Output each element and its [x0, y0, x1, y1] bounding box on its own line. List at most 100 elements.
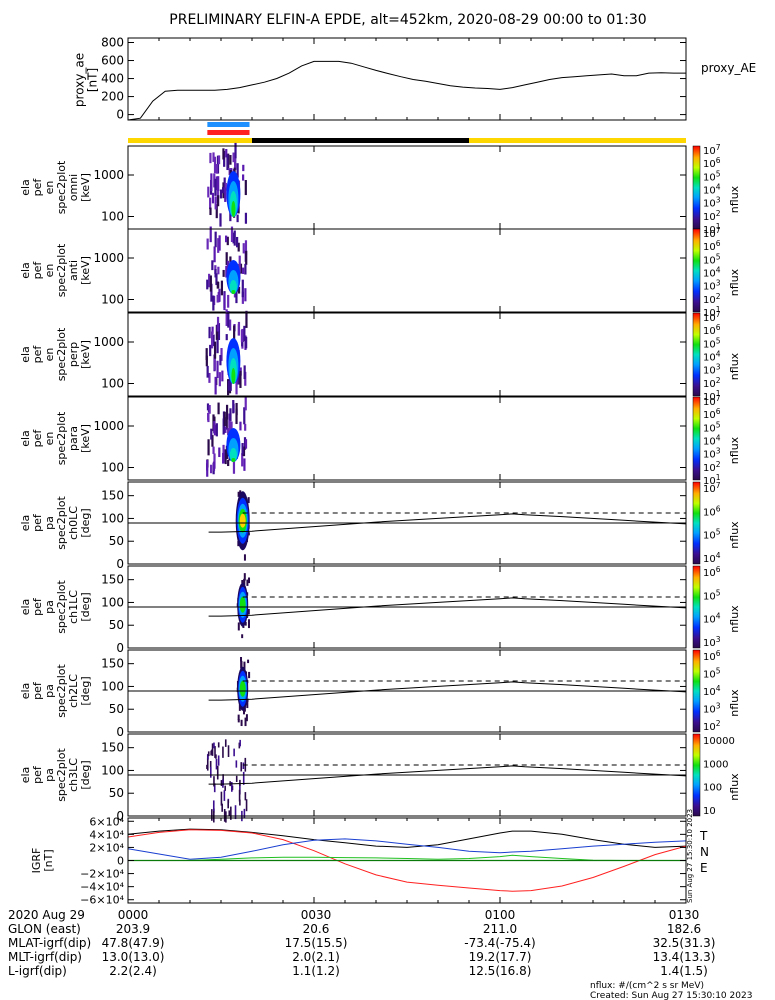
pa-colorbar — [692, 733, 701, 817]
colorbar-tick-label-base: 10 — [703, 172, 716, 183]
colorbar-tick-label-exp: 7 — [716, 310, 721, 319]
pa-tick-label: 100 — [101, 763, 124, 777]
spectra-pixel — [218, 447, 221, 458]
ae-legend: proxy_AE — [701, 61, 756, 75]
colorbar-tick-label-exp: 3 — [716, 363, 721, 372]
spectra-core — [231, 458, 236, 462]
pa-ylabel-line: ela — [19, 515, 32, 532]
spectra-pixel — [206, 279, 209, 290]
spectra-pixel — [235, 377, 238, 395]
spectra-pixel — [218, 235, 221, 251]
spectra-core — [231, 201, 236, 217]
colorbar-tick-label-exp: 6 — [716, 239, 721, 248]
spectra-pixel — [223, 292, 226, 311]
spectra-pixel — [239, 263, 243, 274]
spectra-ylabel-line: para — [67, 426, 80, 451]
pa-pixel — [215, 754, 217, 759]
orbit-date: 2020 Aug 29 — [8, 908, 85, 922]
spectra-ylabel-line: en — [43, 348, 56, 362]
spectra-ylabel-line: ela — [19, 262, 32, 279]
pa-pixel — [247, 609, 250, 615]
colorbar-tick-label-exp: 3 — [716, 447, 721, 456]
colorbar-tick-label-base: 10 — [703, 186, 716, 197]
spectra-pixel — [232, 152, 235, 163]
spectra-colorbar — [692, 228, 701, 313]
colorbar-tick-label: 103 — [703, 279, 721, 293]
orbit-time-3: 0130 — [669, 908, 700, 922]
colorbar-tick-label-exp: 3 — [716, 196, 721, 205]
colorbar-tick-label-base: 10 — [703, 652, 716, 663]
spectra-pixel — [217, 195, 220, 207]
footer-units: nflux: #/(cm^2 s sr MeV) — [590, 981, 704, 991]
pa-pixel — [227, 799, 229, 809]
spectra-pixel — [241, 453, 244, 467]
colorbar-tick-label-base: 10 — [703, 242, 716, 253]
colorbar-tick-label-base: 10 — [703, 282, 716, 293]
orbit-time-1: 0030 — [301, 908, 332, 922]
colorbar-tick-label-base: 10 — [703, 531, 716, 542]
pa-ylabel-line: pa — [43, 768, 56, 782]
colorbar-tick-label: 102 — [703, 376, 721, 390]
ae-frame — [127, 37, 687, 121]
spectra-pixel — [225, 404, 229, 420]
eclipse-bar — [252, 138, 469, 143]
orbit-table: 2020 Aug 29 0000 0030 0100 0130 GLON (ea… — [8, 908, 715, 978]
colorbar-tick-label: 105 — [703, 420, 721, 434]
pa-pixel — [221, 803, 223, 812]
orbit-cell: 12.5(16.8) — [469, 964, 532, 978]
colorbar-tick-label: 101 — [703, 389, 721, 403]
spectra-pixel — [209, 207, 212, 216]
spectra-pixel — [241, 279, 244, 298]
pa-ylabel-line: [deg] — [79, 676, 92, 705]
colorbar-tick-label-exp: 5 — [716, 169, 721, 178]
colorbar-tick-label-exp: 3 — [716, 702, 721, 711]
sunlight-bar-1 — [128, 138, 252, 143]
colorbar-tick-label: 107 — [703, 481, 721, 495]
pa-tick-label: 50 — [109, 786, 124, 800]
pa-pixel — [238, 789, 241, 802]
spectra-pixel — [218, 372, 221, 387]
colorbar-tick-label-exp: 4 — [716, 612, 721, 621]
colorbar-tick-label-base: 10 — [703, 229, 716, 240]
colorbar-tick-label-exp: 2 — [716, 292, 721, 301]
spectra-pixel — [213, 173, 216, 188]
spectra-tick-label: 100 — [101, 210, 124, 224]
spectra-pixel — [240, 329, 244, 343]
spectra-pixel — [229, 319, 232, 331]
colorbar-tick-label-base: 10 — [703, 225, 716, 236]
spectra-pixel — [215, 164, 218, 174]
colorbar-tick-label-exp: 6 — [716, 504, 721, 513]
colorbar-tick-label-exp: 6 — [716, 649, 721, 658]
spectra-pixel — [225, 265, 228, 278]
pa-ylabel-line: spec2plot — [55, 748, 68, 802]
colorbar-tick-label: 103 — [703, 635, 721, 649]
colorbar-tick-label-exp: 4 — [716, 551, 721, 560]
spectra-pixel — [225, 309, 228, 327]
colorbar-tick-label: 104 — [703, 183, 721, 197]
spectra-ylabel-line: [keV] — [79, 173, 92, 202]
pa-ylabel-line: ela — [19, 767, 32, 784]
pa-tick-label: 150 — [101, 657, 124, 671]
spectra-pixel — [215, 176, 218, 191]
pa-core — [239, 513, 246, 528]
colorbar-tick-label-base: 10 — [703, 379, 716, 390]
igrf-tick-label: 0 — [117, 855, 124, 868]
pa-pixel — [248, 671, 251, 679]
colorbar-tick-label: 106 — [703, 323, 721, 337]
spectra-pixel — [217, 323, 221, 341]
igrf-tick-label: −2×10⁴ — [80, 868, 124, 881]
colorbar-tick-label-exp: 5 — [716, 336, 721, 345]
spectra-pixel — [213, 355, 216, 371]
pa-anti-loss-cone-line — [208, 681, 687, 701]
colorbar-tick-label: 107 — [703, 226, 721, 240]
orbit-cell: 182.6 — [667, 922, 701, 936]
pa-tick-label: 50 — [109, 702, 124, 716]
spectra-pixel — [208, 273, 211, 288]
spectra-pixel — [227, 459, 230, 467]
pa-pixel — [223, 790, 226, 801]
colorbar-tick-label-base: 10 — [703, 159, 716, 170]
colorbar-tick-label-exp: 7 — [716, 394, 721, 403]
spectra-pixel — [244, 212, 248, 224]
spectra-pixel — [227, 380, 231, 391]
